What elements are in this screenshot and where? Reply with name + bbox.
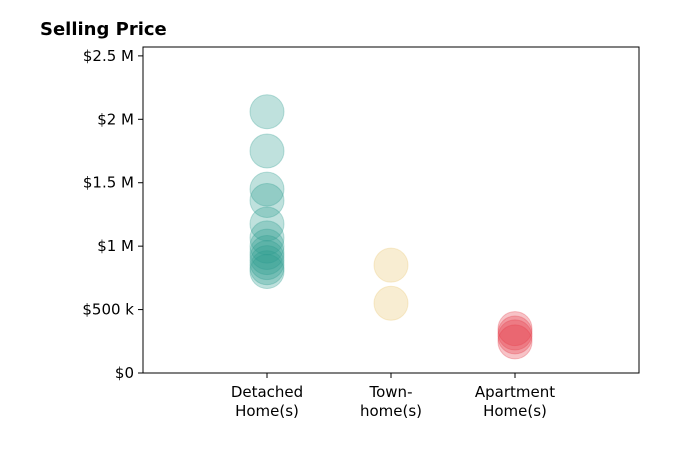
y-tick-label: $1 M xyxy=(97,237,134,255)
x-tick-label: Apartment Home(s) xyxy=(475,383,555,420)
point xyxy=(497,311,533,347)
point xyxy=(373,285,409,321)
point xyxy=(249,240,285,276)
point xyxy=(249,182,285,218)
plot-frame xyxy=(142,46,640,374)
x-tick-label: Detached Home(s) xyxy=(231,383,303,420)
point xyxy=(249,206,285,242)
point xyxy=(249,250,285,286)
point xyxy=(249,171,285,207)
point xyxy=(249,234,285,270)
point xyxy=(249,245,285,281)
point xyxy=(497,315,533,351)
point xyxy=(373,247,409,283)
point xyxy=(249,254,285,290)
point xyxy=(497,324,533,360)
point xyxy=(249,133,285,169)
chart-title: Selling Price xyxy=(40,19,167,40)
point xyxy=(249,220,285,256)
y-tick-label: $2 M xyxy=(97,110,134,128)
y-tick-label: $2.5 M xyxy=(83,47,134,65)
y-tick-label: $1.5 M xyxy=(83,174,134,192)
point xyxy=(497,319,533,355)
point xyxy=(249,228,285,264)
point xyxy=(249,94,285,130)
y-tick-label: $0 xyxy=(115,364,134,382)
x-tick-label: Town-home(s) xyxy=(360,383,422,420)
y-tick-label: $500 k xyxy=(82,301,134,319)
